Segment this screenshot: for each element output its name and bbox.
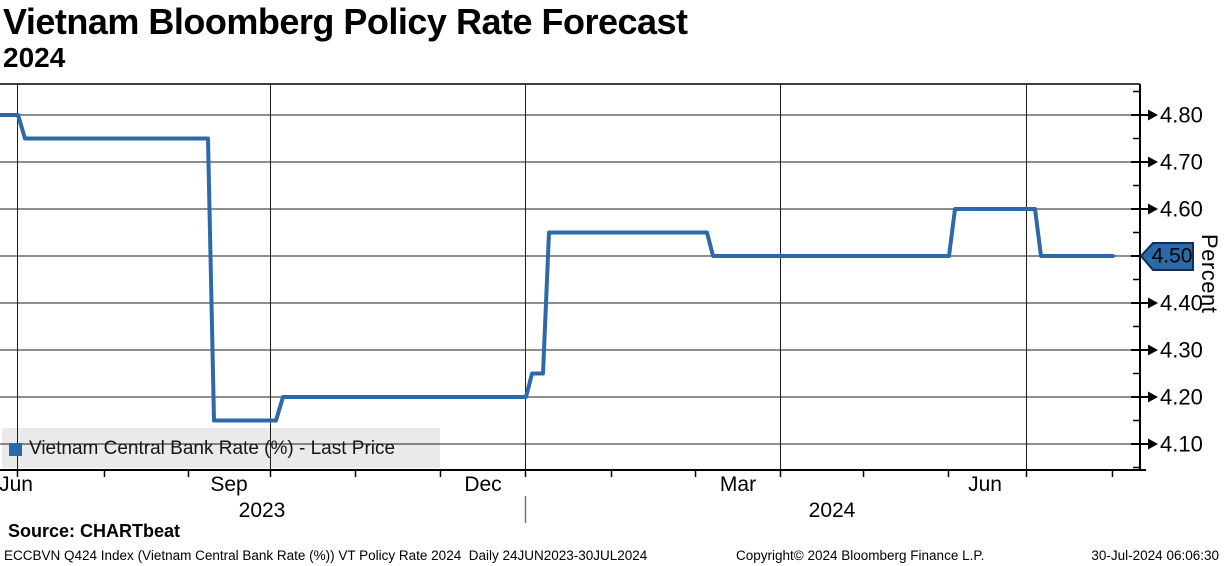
last-price-badge-label: 4.50 [1152, 245, 1193, 268]
x-axis-month-label: Sep [210, 473, 248, 496]
page-title: Vietnam Bloomberg Policy Rate Forecast [3, 1, 688, 42]
y-axis-tick-label: 4.60 [1160, 197, 1203, 222]
source-label: Source: CHARTbeat [8, 521, 181, 541]
y-axis-tick-arrow-icon [1148, 109, 1158, 121]
last-price-badge [1139, 242, 1194, 271]
footer-copyright: Copyright© 2024 Bloomberg Finance L.P. [736, 548, 985, 563]
y-axis-tick-label: 4.40 [1160, 291, 1203, 316]
legend-label: Vietnam Central Bank Rate (%) - Last Pri… [29, 438, 396, 459]
x-axis-month-label: Mar [719, 473, 757, 496]
x-axis-month-label: Jun [968, 473, 1002, 496]
y-axis-tick-label: 4.70 [1160, 150, 1203, 175]
x-axis-year-label: 2023 [238, 499, 286, 522]
legend-background [2, 428, 440, 468]
footer-timestamp: 30-Jul-2024 06:06:30 [1091, 548, 1219, 563]
y-axis-tick-label: 4.20 [1160, 385, 1203, 410]
y-axis-tick-arrow-icon [1148, 156, 1158, 168]
y-axis-tick-label: 4.10 [1160, 432, 1203, 457]
rate-line-series [0, 113, 1115, 423]
y-axis-tick-arrow-icon [1148, 391, 1158, 403]
page-subtitle: 2024 [3, 42, 66, 73]
series-marker-icon [9, 442, 22, 456]
y-axis-tick-label: 4.30 [1160, 338, 1203, 363]
footer-index-description: ECCBVN Q424 Index (Vietnam Central Bank … [4, 548, 648, 563]
legend-item[interactable]: Vietnam Central Bank Rate (%) - Last Pri… [9, 436, 395, 462]
x-axis-year-label: 2024 [808, 499, 856, 522]
x-axis-month-label: Dec [464, 473, 502, 496]
y-axis-title: Percent [1197, 234, 1222, 314]
y-axis-tick-arrow-icon [1148, 438, 1158, 450]
y-axis-tick-arrow-icon [1148, 297, 1158, 309]
y-axis-tick-arrow-icon [1148, 344, 1158, 356]
x-axis-month-label: Jun [0, 473, 33, 496]
y-axis-tick-label: 4.80 [1160, 103, 1203, 128]
y-axis-tick-arrow-icon [1148, 203, 1158, 215]
